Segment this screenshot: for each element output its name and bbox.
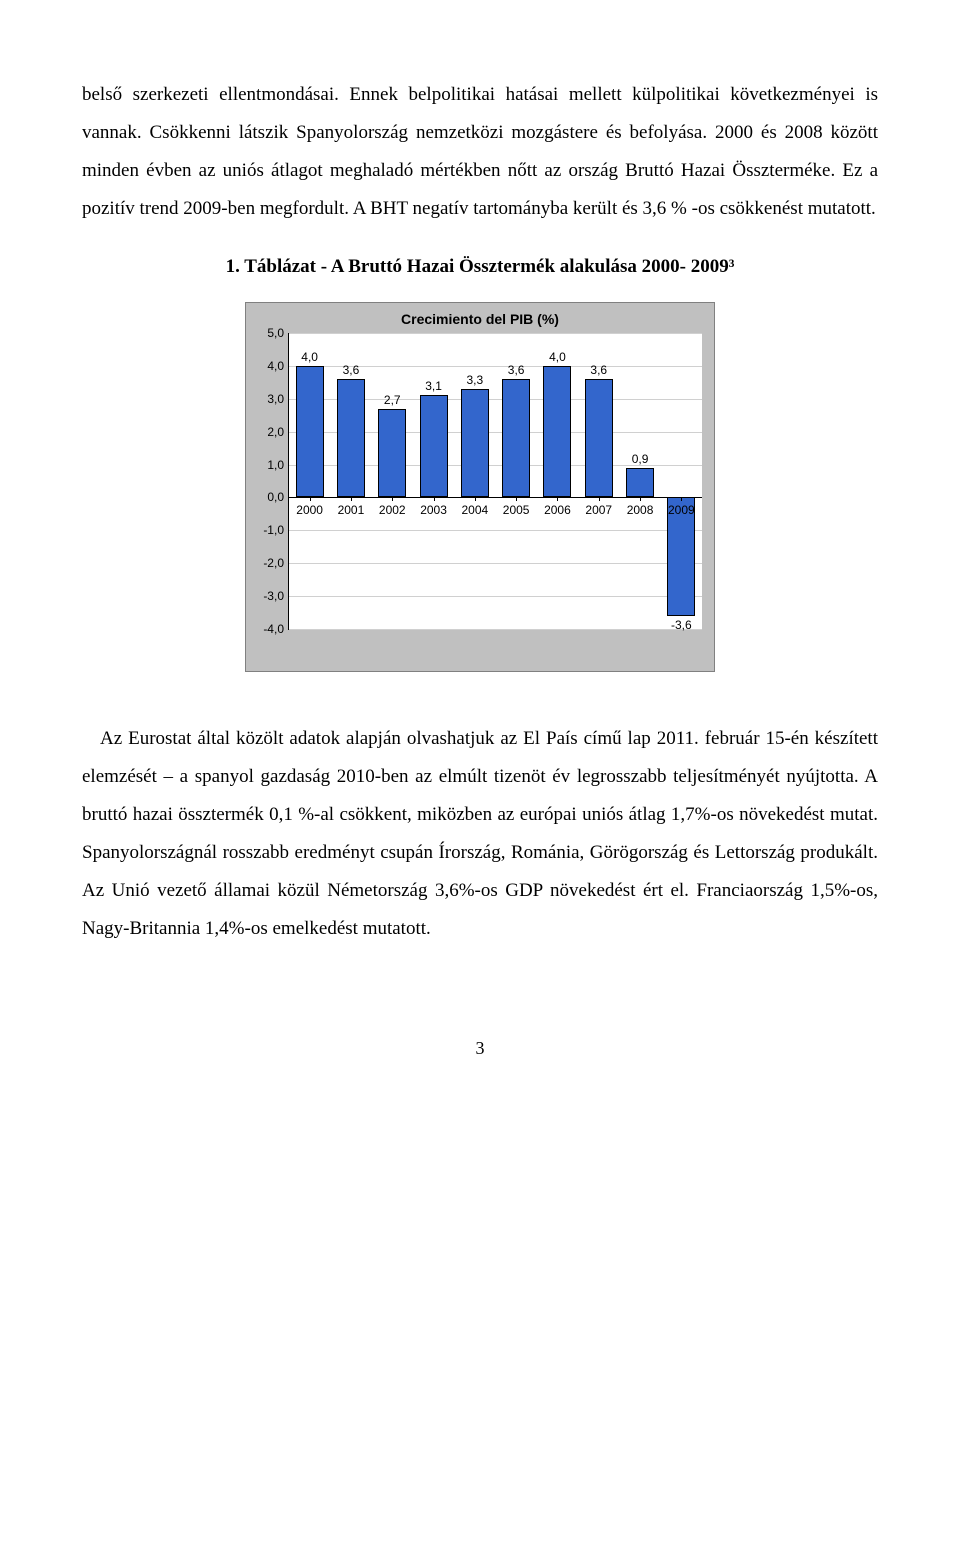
bar-value-label: 3,1 bbox=[425, 379, 442, 393]
x-tick bbox=[640, 497, 641, 501]
bar bbox=[420, 395, 448, 497]
paragraph-2: Az Eurostat által közölt adatok alapján … bbox=[82, 720, 878, 948]
chart-panel: Crecimiento del PIB (%) 5,0 4,0 3,0 2,0 1,0 0… bbox=[245, 302, 715, 672]
chart-title: Crecimiento del PIB (%) bbox=[246, 303, 714, 333]
bar-value-label: 3,6 bbox=[508, 363, 525, 377]
bar bbox=[502, 379, 530, 497]
y-axis: 5,04,03,02,01,00,0-1,0-2,0-3,0-4,0 bbox=[254, 333, 286, 629]
x-axis bbox=[288, 631, 702, 661]
bar bbox=[461, 389, 489, 498]
bar-value-label: 3,6 bbox=[590, 363, 607, 377]
plot-region: 4,0 2000 3,6 2001 2,7 2002 3,1 2003 3,3 2004 3,6 20… bbox=[288, 333, 702, 630]
bar bbox=[626, 468, 654, 498]
bar-value-label: 0,9 bbox=[632, 452, 649, 466]
x-tick bbox=[351, 497, 352, 501]
y-tick-label: -1,0 bbox=[263, 523, 284, 537]
gridline bbox=[289, 563, 702, 564]
bar-value-label: 4,0 bbox=[549, 350, 566, 364]
bar-value-label: 3,6 bbox=[343, 363, 360, 377]
bar bbox=[378, 409, 406, 498]
figure-caption: 1. Táblázat - A Bruttó Hazai Össztermék … bbox=[82, 256, 878, 278]
y-tick-label: 1,0 bbox=[267, 458, 284, 472]
x-tick-label: 2005 bbox=[503, 503, 530, 517]
bar-value-label: 2,7 bbox=[384, 393, 401, 407]
x-tick-label: 2007 bbox=[585, 503, 612, 517]
x-tick bbox=[599, 497, 600, 501]
gridline bbox=[289, 629, 702, 630]
bar-value-label: 4,0 bbox=[301, 350, 318, 364]
gridline bbox=[289, 530, 702, 531]
x-tick bbox=[475, 497, 476, 501]
y-tick-label: -4,0 bbox=[263, 622, 284, 636]
x-tick-label: 2000 bbox=[296, 503, 323, 517]
x-tick bbox=[434, 497, 435, 501]
gridline bbox=[289, 596, 702, 597]
x-tick-label: 2003 bbox=[420, 503, 447, 517]
y-tick-label: 4,0 bbox=[267, 359, 284, 373]
x-tick bbox=[516, 497, 517, 501]
gridline bbox=[289, 333, 702, 334]
chart-container: Crecimiento del PIB (%) 5,0 4,0 3,0 2,0 1,0 0… bbox=[82, 302, 878, 672]
bar bbox=[543, 366, 571, 498]
x-tick bbox=[557, 497, 558, 501]
x-tick bbox=[681, 497, 682, 501]
x-tick-label: 2009 bbox=[668, 503, 695, 517]
y-tick-label: 2,0 bbox=[267, 425, 284, 439]
x-tick-label: 2008 bbox=[627, 503, 654, 517]
page-number: 3 bbox=[82, 1038, 878, 1059]
x-tick bbox=[310, 497, 311, 501]
x-tick-label: 2006 bbox=[544, 503, 571, 517]
bar bbox=[337, 379, 365, 497]
chart-area: 5,04,03,02,01,00,0-1,0-2,0-3,0-4,0 4,020… bbox=[254, 333, 706, 663]
x-tick-label: 2002 bbox=[379, 503, 406, 517]
x-tick bbox=[392, 497, 393, 501]
x-tick-label: 2001 bbox=[338, 503, 365, 517]
x-tick-label: 2004 bbox=[461, 503, 488, 517]
bar bbox=[296, 366, 324, 498]
y-tick-label: 5,0 bbox=[267, 326, 284, 340]
bar bbox=[585, 379, 613, 497]
bar-value-label: -3,6 bbox=[671, 618, 692, 632]
document-page: belső szerkezeti ellentmondásai. Ennek b… bbox=[0, 0, 960, 1119]
y-tick-label: 3,0 bbox=[267, 392, 284, 406]
bar-value-label: 3,3 bbox=[467, 373, 484, 387]
y-tick-label: -2,0 bbox=[263, 556, 284, 570]
y-tick-label: -3,0 bbox=[263, 589, 284, 603]
y-tick-label: 0,0 bbox=[267, 490, 284, 504]
paragraph-1: belső szerkezeti ellentmondásai. Ennek b… bbox=[82, 76, 878, 228]
